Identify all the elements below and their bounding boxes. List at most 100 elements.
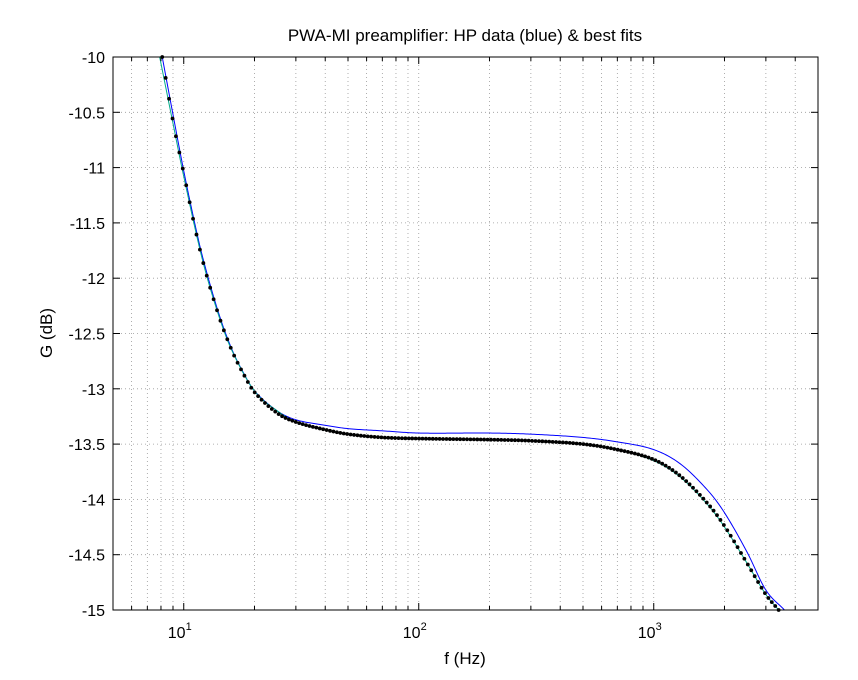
data-point (389, 436, 394, 440)
data-point (334, 430, 339, 435)
data-point (482, 437, 487, 442)
data-point (304, 423, 308, 427)
y-tick-label: -12.5 (69, 327, 106, 344)
data-point (280, 414, 284, 419)
data-point (725, 528, 730, 533)
data-point (543, 439, 548, 444)
data-point (516, 438, 521, 443)
data-point (615, 447, 620, 452)
data-point (650, 456, 654, 461)
data-point (184, 183, 189, 188)
data-point (766, 596, 771, 600)
data-point (307, 424, 312, 428)
data-point (345, 432, 350, 436)
data-point (667, 465, 671, 470)
data-point (300, 422, 305, 427)
data-point (266, 404, 271, 409)
data-point (331, 429, 336, 434)
data-point (283, 416, 288, 420)
data-point (708, 504, 713, 509)
data-point (447, 437, 452, 441)
data-point (170, 116, 175, 121)
data-point (471, 437, 476, 442)
data-point (228, 345, 233, 350)
data-point (759, 585, 764, 590)
y-tick-label: -13.5 (69, 437, 106, 454)
data-point (177, 150, 182, 155)
data-point (314, 425, 319, 430)
data-point (756, 580, 760, 584)
data-point (646, 455, 651, 460)
data-point (211, 297, 216, 302)
data-point (735, 545, 740, 550)
data-point (465, 437, 469, 442)
data-point (502, 438, 507, 442)
data-point (492, 437, 497, 442)
data-point (626, 450, 630, 454)
data-point (328, 428, 332, 433)
axis-ticks (112, 56, 819, 611)
data-point (263, 401, 267, 405)
data-point (259, 397, 264, 402)
data-point (321, 427, 326, 432)
data-point (745, 562, 750, 567)
data-point (495, 437, 500, 442)
data-point (499, 438, 504, 442)
data-point (317, 426, 322, 431)
data-point (355, 433, 360, 438)
data-point (684, 479, 689, 483)
data-point (376, 435, 380, 440)
data-point (721, 523, 726, 527)
data-point (739, 551, 743, 555)
data-point (526, 438, 531, 443)
data-series (159, 55, 785, 612)
data-point (382, 435, 387, 440)
data-point (348, 432, 353, 437)
data-point (677, 473, 682, 478)
data-point (338, 431, 343, 435)
data-point (561, 440, 565, 445)
data-point (163, 75, 168, 80)
x-axis-label: f (Hz) (444, 649, 486, 668)
data-point (574, 441, 579, 446)
data-point (715, 513, 719, 518)
data-point (372, 435, 377, 439)
data-point (218, 318, 223, 323)
data-point (523, 438, 528, 443)
data-point (242, 373, 247, 378)
data-point (540, 439, 545, 444)
data-point (239, 367, 243, 372)
data-point (365, 434, 370, 439)
data-point (519, 438, 524, 443)
chart-title: PWA-MI preamplifier: HP data (blue) & be… (288, 26, 642, 45)
data-point (208, 285, 213, 290)
data-point (728, 533, 733, 538)
data-point (567, 441, 572, 445)
data-point (427, 436, 432, 441)
data-point (311, 424, 315, 429)
data-point (506, 438, 511, 442)
data-point (475, 437, 480, 442)
data-point (670, 468, 675, 472)
data-point (588, 443, 593, 447)
data-point (547, 439, 552, 444)
data-point (341, 431, 346, 436)
data-point (444, 437, 449, 441)
data-point (663, 463, 668, 468)
data-point (424, 436, 428, 441)
data-point (656, 459, 661, 464)
data-point (595, 443, 600, 448)
data-point (612, 447, 617, 451)
data-point (711, 508, 716, 513)
data-point (509, 438, 514, 443)
data-point (622, 449, 627, 454)
data-point (437, 437, 442, 441)
data-point (245, 380, 250, 384)
data-point (417, 436, 421, 441)
data-point (564, 440, 569, 445)
data-point (256, 394, 261, 399)
data-point (639, 453, 644, 458)
data-point (632, 451, 637, 456)
data-point (752, 574, 757, 579)
data-point (608, 446, 613, 451)
